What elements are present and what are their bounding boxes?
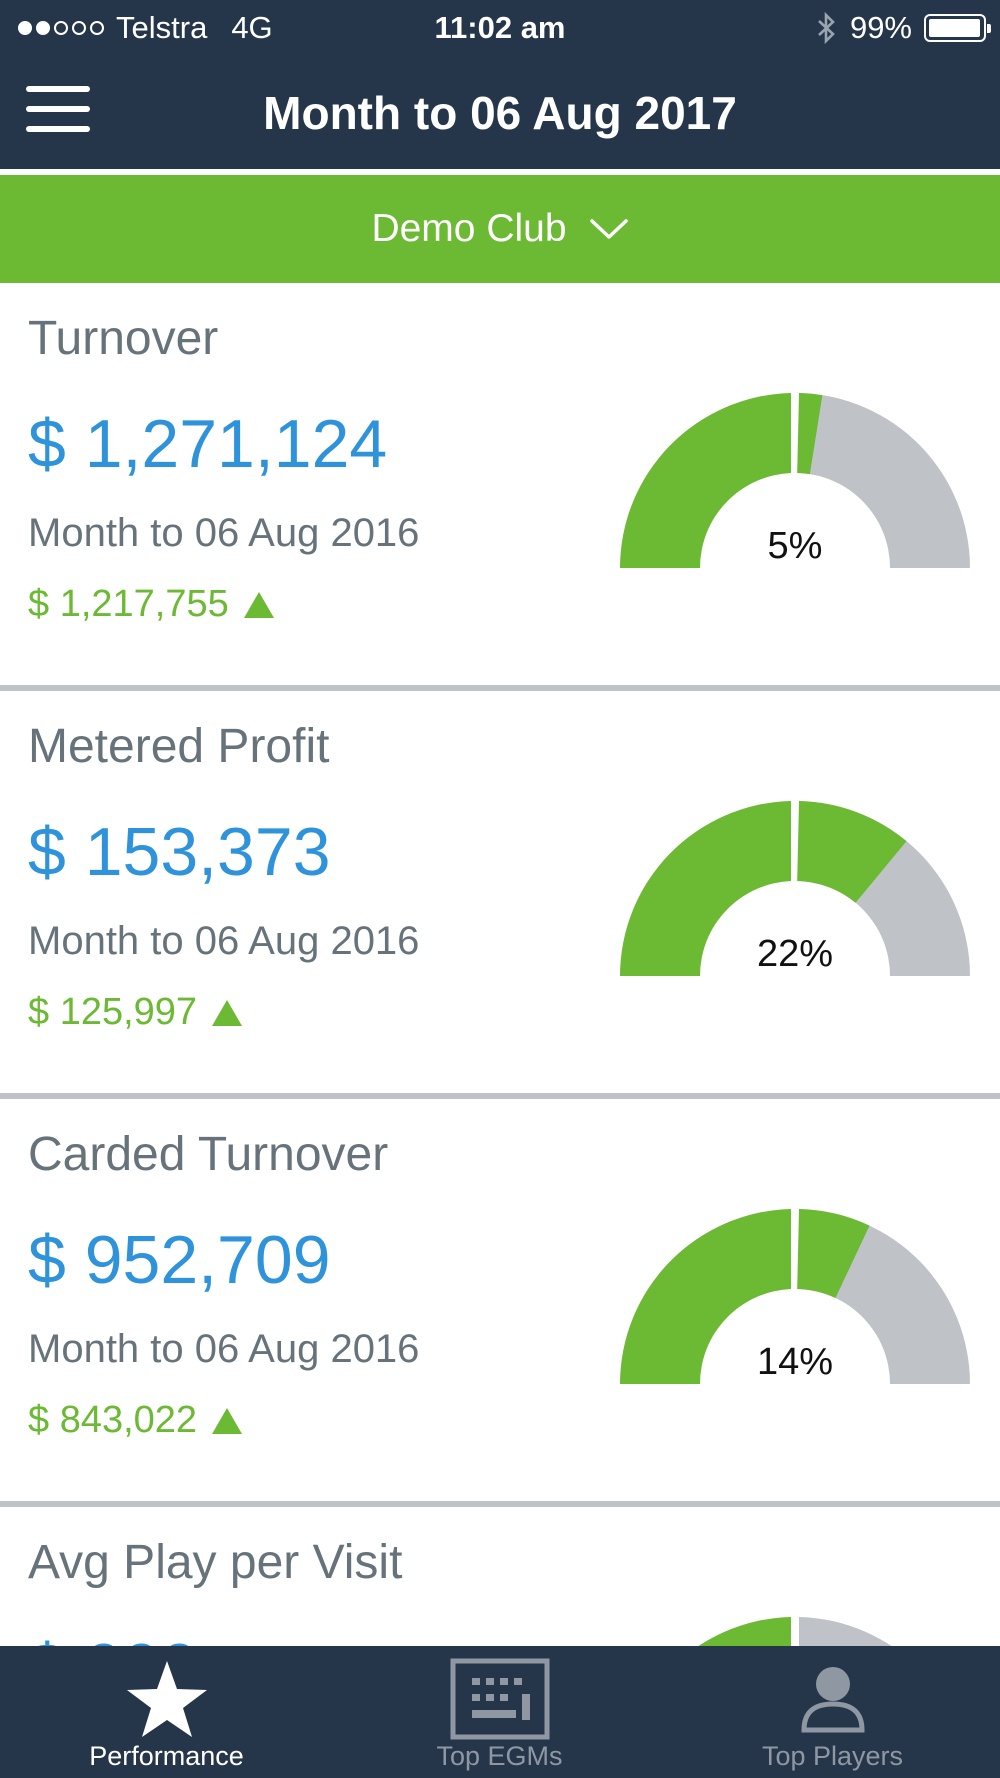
metric-title: Turnover (28, 312, 219, 365)
metric-card-carded-turnover[interactable]: Carded Turnover $ 952,709 Month to 06 Au… (0, 1099, 1000, 1501)
metric-card-turnover[interactable]: Turnover $ 1,271,124 Month to 06 Aug 201… (0, 283, 1000, 685)
tab-label: Top EGMs (436, 1741, 563, 1771)
card-divider (0, 1501, 1000, 1507)
carrier-name: Telstra (116, 10, 208, 45)
club-selector[interactable]: Demo Club (0, 175, 1000, 283)
status-time: 11:02 am (434, 10, 566, 45)
status-right: 99% (816, 10, 991, 46)
gauge-green-base (620, 801, 791, 976)
gauge-chart (698, 1617, 892, 1646)
tab-label: Performance (89, 1741, 244, 1771)
metric-title: Carded Turnover (28, 1128, 389, 1181)
gauge-percent-label: 22% (757, 933, 833, 975)
trend-up-icon (212, 999, 243, 1026)
player-icon (800, 1667, 865, 1733)
comparison-period: Month to 06 Aug 2016 (28, 919, 420, 963)
gauge-value-arc (797, 1209, 870, 1299)
tab-top-egms[interactable]: Top EGMs (333, 1646, 666, 1778)
gauge-percent-label: 5% (768, 525, 823, 567)
gauge-green-base (698, 1617, 791, 1646)
gauge-right-track (799, 1617, 892, 1646)
previous-value-text: $ 843,022 (28, 1399, 198, 1441)
hamburger-menu-icon[interactable] (26, 86, 90, 136)
metric-title: Metered Profit (28, 720, 330, 773)
metric-card-avg-play-per-visit[interactable]: Avg Play per Visit $ 000 (0, 1507, 1000, 1646)
gauge-green-base (620, 1209, 791, 1384)
club-selector-label: Demo Club (371, 207, 567, 250)
egm-machine-icon (450, 1658, 549, 1740)
star-icon (126, 1661, 207, 1737)
metric-title: Avg Play per Visit (28, 1536, 403, 1589)
battery-icon (924, 14, 991, 42)
tab-label: Top Players (761, 1741, 904, 1771)
nav-bar: Month to 06 Aug 2017 (0, 56, 1000, 169)
comparison-period: Month to 06 Aug 2016 (28, 511, 420, 555)
previous-value: $ 1,217,755 (28, 583, 275, 626)
previous-value: $ 125,997 (28, 991, 243, 1034)
metric-value: $ 153,373 (28, 814, 331, 890)
tab-performance[interactable]: Performance (0, 1646, 333, 1778)
chevron-down-icon (589, 219, 628, 239)
metric-value: $ 1,271,124 (28, 406, 388, 482)
comparison-period: Month to 06 Aug 2016 (28, 1327, 420, 1371)
gauge-percent-label: 14% (757, 1341, 833, 1383)
previous-value-text: $ 1,217,755 (28, 583, 229, 625)
status-bar: Telstra 4G 11:02 am 99% (0, 0, 1000, 56)
metric-value: $ 952,709 (28, 1222, 331, 1298)
battery-percent: 99% (849, 10, 912, 45)
previous-value: $ 843,022 (28, 1399, 243, 1442)
gauge-value-arc (797, 393, 823, 475)
gauge-chart: 14% (620, 1209, 970, 1384)
trend-up-icon (243, 591, 274, 618)
gauge-chart: 22% (620, 801, 970, 976)
gauge-green-base (620, 393, 791, 568)
gauge-chart: 5% (620, 393, 970, 568)
network-type: 4G (231, 10, 273, 45)
tab-bar: Performance Top EGMs Top (0, 1646, 1000, 1778)
gauge-right-track (799, 393, 970, 568)
metric-card-metered-profit[interactable]: Metered Profit $ 153,373 Month to 06 Aug… (0, 691, 1000, 1093)
status-left: Telstra 4G (18, 10, 273, 46)
signal-strength-icon (18, 21, 104, 35)
previous-value-text: $ 125,997 (28, 991, 198, 1033)
nav-divider (0, 169, 1000, 175)
bluetooth-icon (818, 12, 835, 44)
card-divider (0, 685, 1000, 691)
page-title: Month to 06 Aug 2017 (263, 87, 737, 139)
card-divider (0, 1093, 1000, 1099)
metric-value: $ 000 (28, 1629, 198, 1646)
gauge-value-arc (797, 801, 907, 903)
tab-top-players[interactable]: Top Players (666, 1646, 999, 1778)
trend-up-icon (212, 1407, 243, 1434)
